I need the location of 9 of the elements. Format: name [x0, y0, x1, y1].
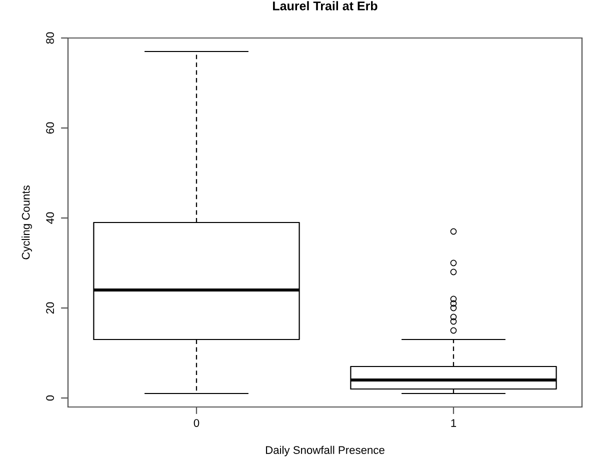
y-tick-label: 40 — [46, 212, 54, 224]
y-axis-title: Cycling Counts — [22, 186, 32, 260]
y-tick-label: 60 — [46, 122, 54, 134]
y-tick-label: 80 — [46, 32, 54, 44]
x-tick-label: 1 — [451, 419, 456, 427]
y-tick-label: 0 — [46, 395, 54, 401]
x-axis-title: Daily Snowfall Presence — [266, 446, 384, 456]
chart-title: Laurel Trail at Erb — [273, 1, 378, 10]
y-tick-label: 20 — [46, 302, 54, 314]
